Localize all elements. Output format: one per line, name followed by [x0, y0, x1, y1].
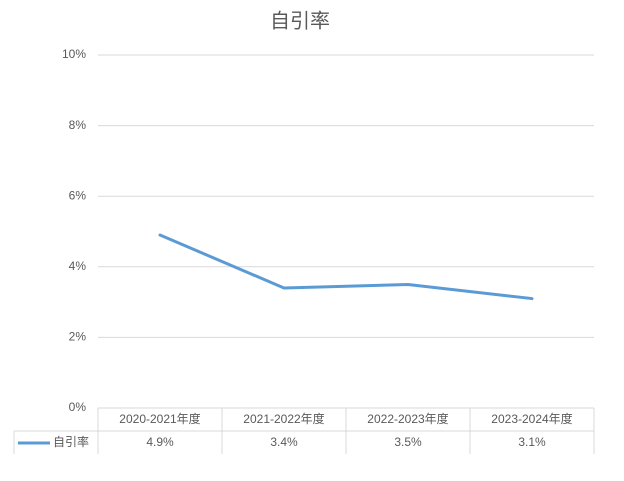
x-tick-label: 2021-2022年度: [243, 411, 324, 426]
y-tick-label: 6%: [69, 188, 87, 202]
x-tick-label: 2023-2024年度: [491, 411, 572, 426]
data-label: 3.4%: [270, 435, 298, 449]
y-tick-label: 10%: [62, 47, 86, 61]
data-label: 3.5%: [394, 435, 422, 449]
x-tick-label: 2020-2021年度: [119, 411, 200, 426]
y-tick-label: 8%: [69, 118, 87, 132]
data-label: 4.9%: [146, 435, 174, 449]
line: [158, 233, 534, 301]
x-tick-label: 2022-2023年度: [367, 411, 448, 426]
legend-label: 自引率: [53, 434, 89, 449]
chart-title: 自引率: [270, 9, 330, 32]
y-tick-label: 4%: [69, 259, 87, 273]
y-tick-label: 0%: [69, 400, 87, 414]
y-tick-label: 2%: [69, 330, 87, 344]
data-label: 3.1%: [518, 435, 546, 449]
